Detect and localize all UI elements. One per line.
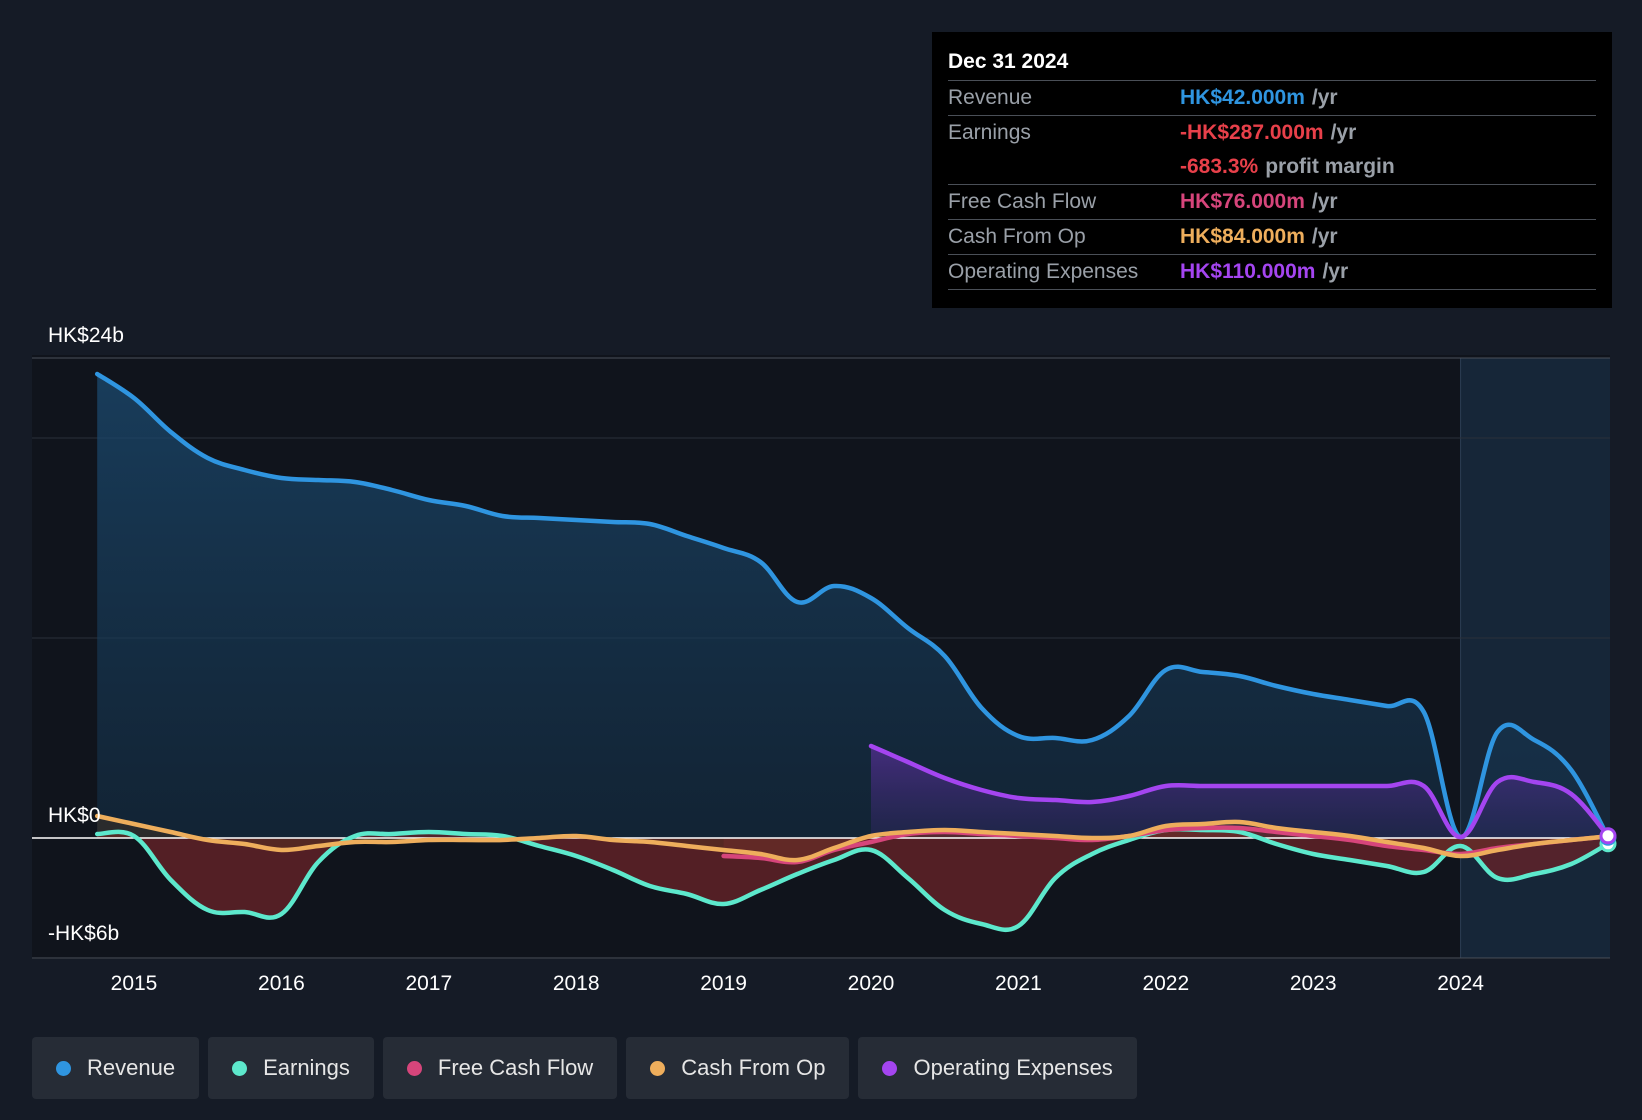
x-tick-label: 2019 bbox=[700, 972, 747, 995]
tooltip-unit: /yr bbox=[1330, 121, 1357, 144]
tooltip-value: -683.3% bbox=[1180, 155, 1259, 178]
tooltip-label: Earnings bbox=[948, 121, 1031, 144]
legend-item-revenue[interactable]: Revenue bbox=[32, 1037, 200, 1099]
y-tick-label: HK$0 bbox=[48, 804, 101, 827]
legend-label: Free Cash Flow bbox=[437, 1055, 594, 1080]
legend-label: Operating Expenses bbox=[913, 1055, 1113, 1080]
series-area-free-cash-flow bbox=[723, 827, 1608, 863]
x-tick-label: 2017 bbox=[405, 972, 452, 995]
legend-dot-icon bbox=[56, 1060, 71, 1076]
x-tick-label: 2023 bbox=[1290, 972, 1337, 995]
x-tick-label: 2022 bbox=[1142, 972, 1189, 995]
tooltip-unit: /yr bbox=[1311, 225, 1338, 248]
tooltip-label: Revenue bbox=[948, 86, 1033, 109]
series-line-operating-expenses bbox=[868, 743, 1610, 840]
x-tick-label: 2016 bbox=[258, 972, 305, 995]
tooltip-value: HK$110.000m bbox=[1180, 260, 1316, 283]
tooltip-row-free-cash-flow: Free Cash Flow HK$76.000m /yr bbox=[948, 184, 1596, 219]
tooltip-date: Dec 31 2024 bbox=[948, 50, 1069, 73]
x-tick-label: 2021 bbox=[995, 972, 1042, 995]
tooltip-row-earnings: Earnings -HK$287.000m /yr bbox=[948, 115, 1596, 150]
tooltip-value: HK$76.000m bbox=[1180, 190, 1305, 213]
x-tick-label: 2018 bbox=[553, 972, 600, 995]
legend-dot-icon bbox=[406, 1060, 422, 1076]
tooltip-label: Free Cash Flow bbox=[948, 190, 1097, 213]
tooltip-value: -HK$287.000m bbox=[1180, 121, 1324, 144]
legend-label: Revenue bbox=[87, 1055, 176, 1080]
x-tick-label: 2015 bbox=[111, 972, 158, 995]
tooltip-label: Cash From Op bbox=[948, 225, 1086, 248]
legend-item-cash-from-op[interactable]: Cash From Op bbox=[626, 1037, 850, 1099]
tooltip-unit: /yr bbox=[1311, 190, 1338, 213]
tooltip-unit: profit margin bbox=[1265, 155, 1395, 178]
tooltip-unit: /yr bbox=[1311, 86, 1338, 109]
series-area-revenue bbox=[97, 374, 1609, 838]
legend-label: Cash From Op bbox=[681, 1055, 826, 1080]
legend-item-earnings[interactable]: Earnings bbox=[208, 1037, 374, 1099]
chart-legend: Revenue Earnings Free Cash Flow Cash Fro… bbox=[32, 1037, 1137, 1099]
tooltip-row-cash-from-op: Cash From Op HK$84.000m /yr bbox=[948, 219, 1596, 254]
tooltip-value: HK$42.000m bbox=[1180, 86, 1305, 109]
series-area-operating-expenses bbox=[871, 746, 1608, 838]
y-tick-label: -HK$6b bbox=[48, 922, 119, 945]
x-tick-label: 2020 bbox=[848, 972, 895, 995]
tooltip-row-operating-expenses: Operating Expenses HK$110.000m /yr bbox=[948, 254, 1596, 290]
series-line-revenue bbox=[94, 371, 1610, 840]
y-tick-label: HK$24b bbox=[48, 324, 124, 347]
tooltip-label: Operating Expenses bbox=[948, 260, 1139, 283]
legend-item-operating-expenses[interactable]: Operating Expenses bbox=[858, 1037, 1137, 1099]
tooltip-unit: /yr bbox=[1322, 260, 1349, 283]
legend-item-free-cash-flow[interactable]: Free Cash Flow bbox=[382, 1037, 618, 1099]
tooltip-row-profit-margin: -683.3% profit margin bbox=[948, 150, 1596, 184]
legend-dot-icon bbox=[650, 1060, 666, 1076]
legend-dot-icon bbox=[232, 1060, 248, 1076]
x-tick-label: 2024 bbox=[1437, 972, 1484, 995]
tooltip-panel: Dec 31 2024 Revenue HK$42.000m /yr Earni… bbox=[932, 32, 1612, 308]
tooltip-value: HK$84.000m bbox=[1180, 225, 1305, 248]
end-marker-operating-expenses bbox=[1599, 827, 1617, 845]
series-line-cash-from-op bbox=[94, 813, 1610, 863]
legend-dot-icon bbox=[882, 1060, 898, 1076]
series-line-earnings bbox=[94, 826, 1610, 933]
tooltip-row-revenue: Revenue HK$42.000m /yr bbox=[948, 80, 1596, 115]
legend-label: Earnings bbox=[263, 1055, 350, 1080]
